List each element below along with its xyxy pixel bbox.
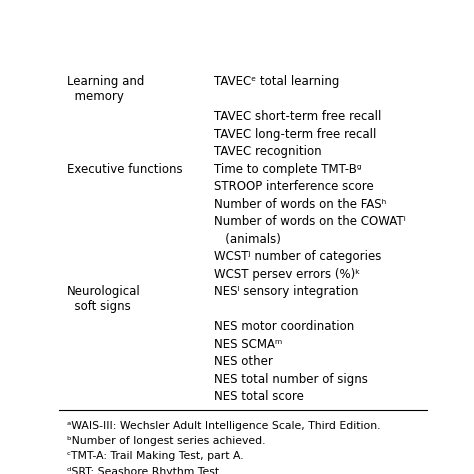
Text: Number of words on the COWATⁱ: Number of words on the COWATⁱ <box>213 215 405 228</box>
Text: Executive functions: Executive functions <box>66 163 182 176</box>
Text: TAVEC long-term free recall: TAVEC long-term free recall <box>213 128 376 141</box>
Text: WCSTʲ number of categories: WCSTʲ number of categories <box>213 250 381 264</box>
Text: Neurological
  soft signs: Neurological soft signs <box>66 285 140 313</box>
Text: NES total score: NES total score <box>213 391 303 403</box>
Text: WCST persev errors (%)ᵏ: WCST persev errors (%)ᵏ <box>213 268 360 281</box>
Text: (animals): (animals) <box>213 233 281 246</box>
Text: ᵈSRT: Seashore Rhythm Test.: ᵈSRT: Seashore Rhythm Test. <box>66 467 222 474</box>
Text: TAVEC recognition: TAVEC recognition <box>213 145 321 158</box>
Text: TAVECᵉ total learning: TAVECᵉ total learning <box>213 75 339 88</box>
Text: NES motor coordination: NES motor coordination <box>213 320 354 333</box>
Text: ᵃWAIS-III: Wechsler Adult Intelligence Scale, Third Edition.: ᵃWAIS-III: Wechsler Adult Intelligence S… <box>66 421 380 431</box>
Text: Learning and
  memory: Learning and memory <box>66 75 144 103</box>
Text: ᵇNumber of longest series achieved.: ᵇNumber of longest series achieved. <box>66 436 265 446</box>
Text: NES total number of signs: NES total number of signs <box>213 373 367 386</box>
Text: STROOP interference score: STROOP interference score <box>213 180 374 193</box>
Text: ᶜTMT-A: Trail Making Test, part A.: ᶜTMT-A: Trail Making Test, part A. <box>66 451 243 461</box>
Text: NES other: NES other <box>213 356 273 368</box>
Text: Number of words on the FASʰ: Number of words on the FASʰ <box>213 198 386 211</box>
Text: TAVEC short-term free recall: TAVEC short-term free recall <box>213 110 381 123</box>
Text: Time to complete TMT-Bᵍ: Time to complete TMT-Bᵍ <box>213 163 361 176</box>
Text: NES SCMAᵐ: NES SCMAᵐ <box>213 338 282 351</box>
Text: NESˡ sensory integration: NESˡ sensory integration <box>213 285 358 298</box>
